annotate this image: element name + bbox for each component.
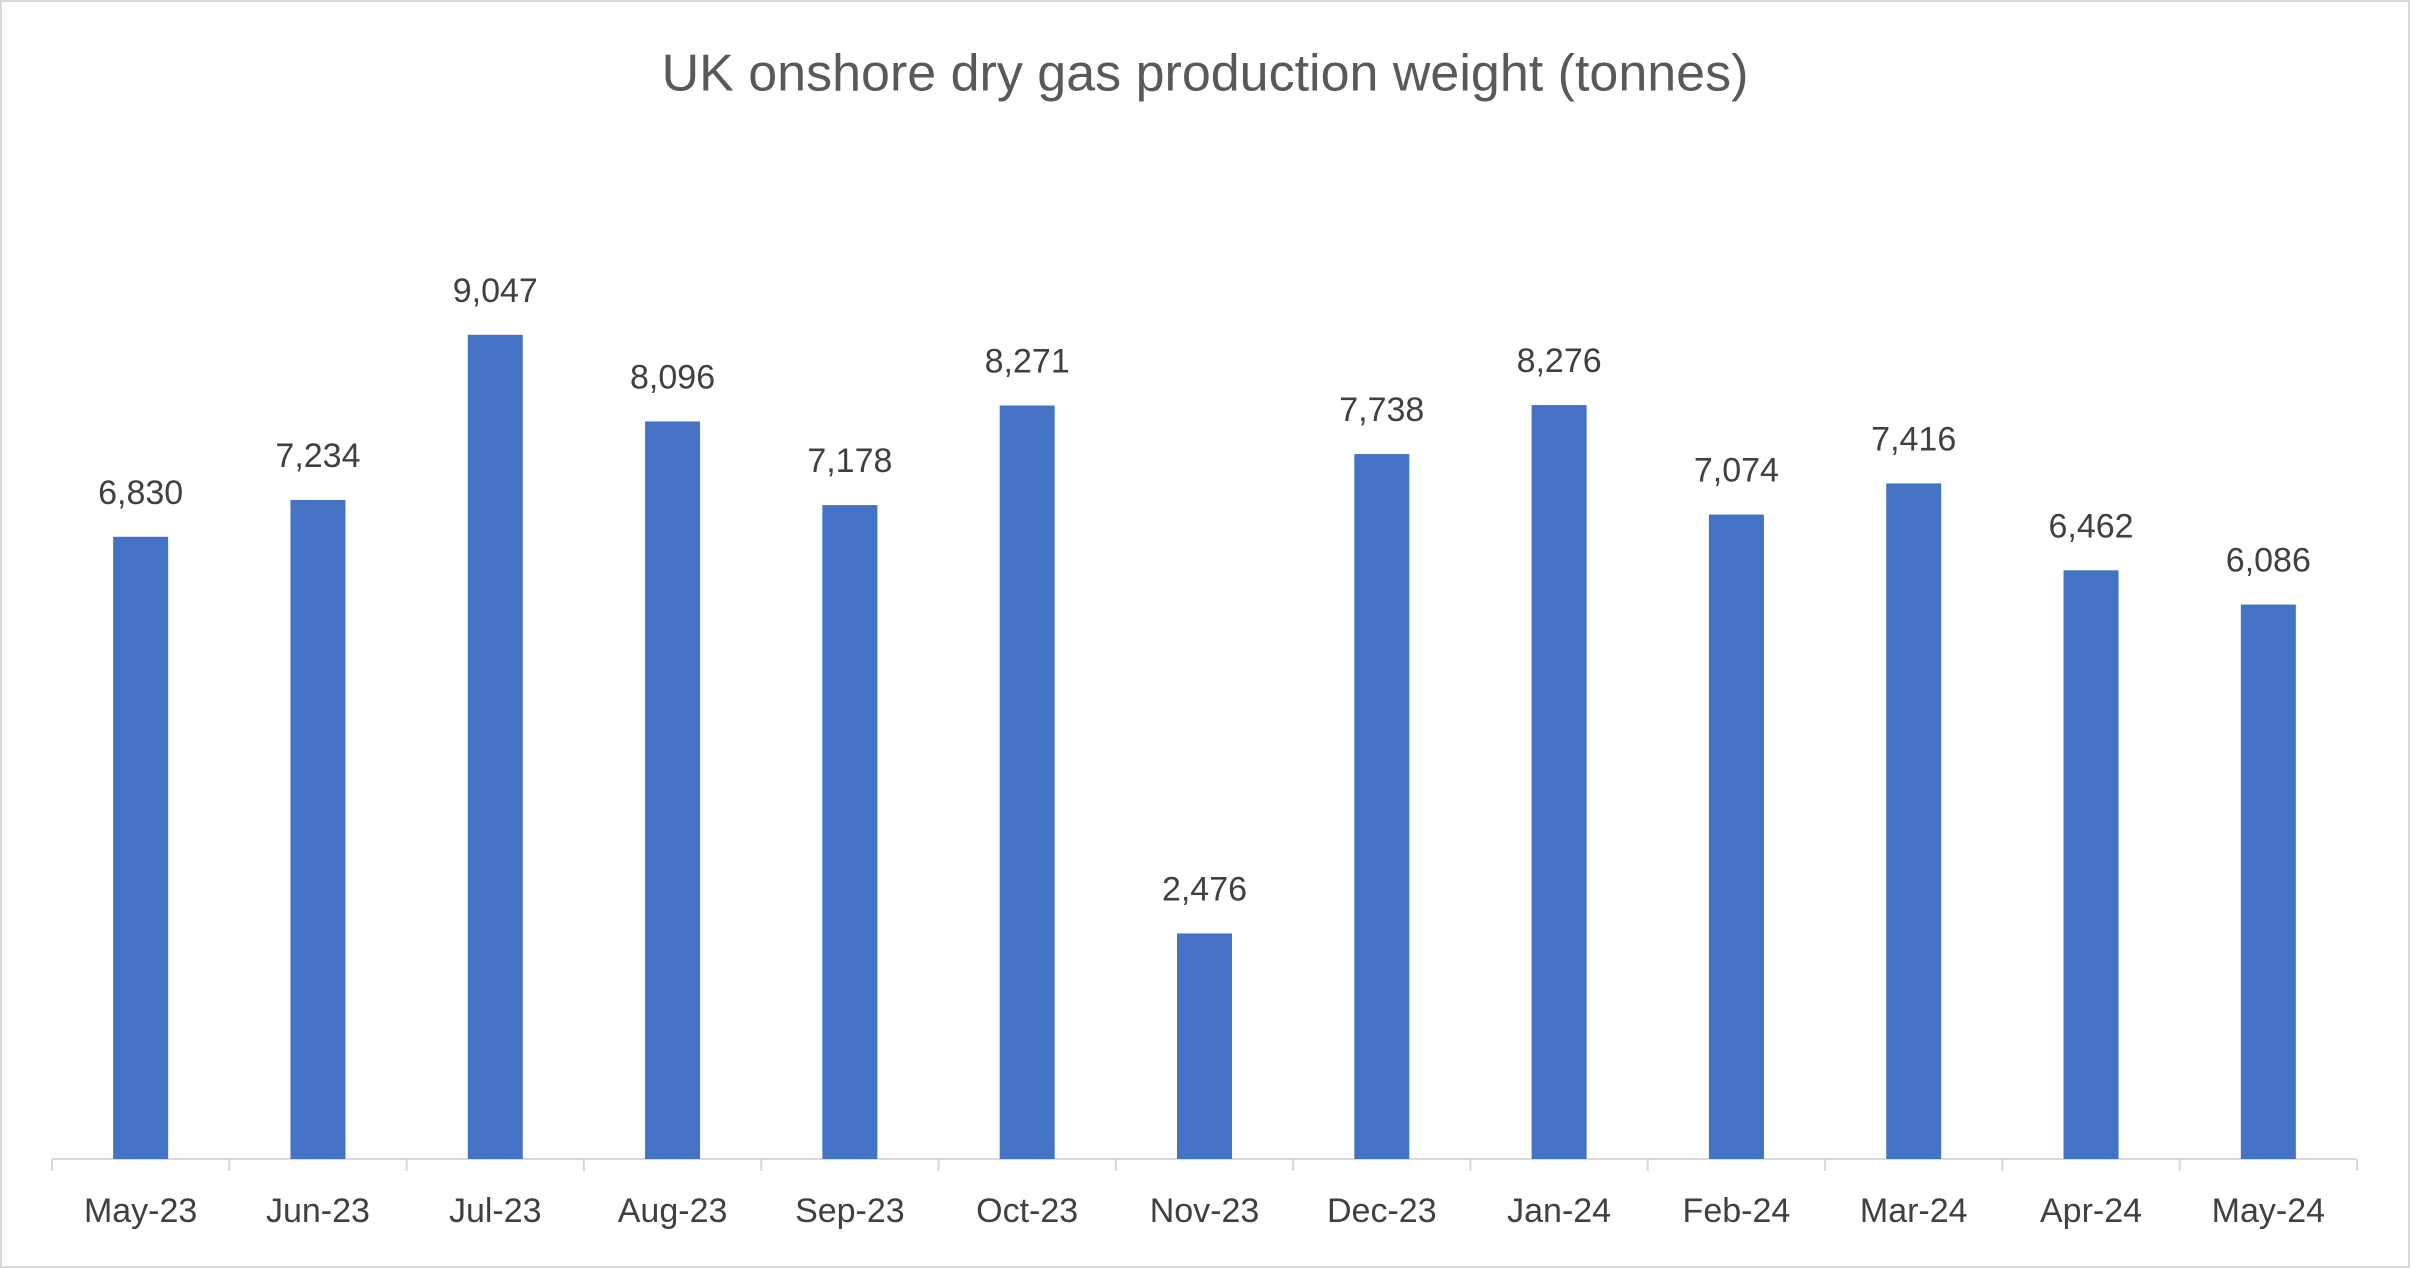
data-label: 8,271 <box>985 342 1070 380</box>
x-tick-label: Sep-23 <box>795 1192 905 1230</box>
x-tick-label: Apr-24 <box>2040 1192 2142 1230</box>
bar <box>467 334 523 1159</box>
x-tick-label: Jul-23 <box>449 1192 542 1230</box>
data-label: 6,462 <box>2048 507 2133 545</box>
data-label: 9,047 <box>453 272 538 310</box>
x-tick-label: Feb-24 <box>1683 1192 1791 1230</box>
data-label: 7,738 <box>1339 391 1424 429</box>
bar <box>1354 454 1410 1159</box>
bar <box>290 499 346 1159</box>
bar <box>822 505 878 1159</box>
x-tick-label: Mar-24 <box>1860 1192 1968 1230</box>
x-tick-label: May-23 <box>84 1192 197 1230</box>
data-label: 7,234 <box>275 437 360 475</box>
data-label: 7,074 <box>1694 452 1779 490</box>
bar <box>999 405 1055 1159</box>
data-label: 6,830 <box>98 474 183 512</box>
x-tick-label: Jun-23 <box>266 1192 370 1230</box>
bar <box>1886 483 1942 1159</box>
x-tick-label: May-24 <box>2212 1192 2325 1230</box>
x-tick-label: Nov-23 <box>1150 1192 1260 1230</box>
data-label: 6,086 <box>2226 542 2311 580</box>
bar <box>2063 570 2119 1159</box>
bar <box>2240 604 2296 1159</box>
data-label: 2,476 <box>1162 870 1247 908</box>
x-tick-label: Aug-23 <box>618 1192 728 1230</box>
data-label: 8,096 <box>630 358 715 396</box>
x-tick-label: Oct-23 <box>976 1192 1078 1230</box>
data-label: 7,178 <box>807 442 892 480</box>
bar <box>113 536 169 1159</box>
data-label: 8,276 <box>1517 342 1602 380</box>
x-tick-label: Jan-24 <box>1507 1192 1611 1230</box>
data-label: 7,416 <box>1871 420 1956 458</box>
bar <box>1531 405 1587 1159</box>
bar <box>645 421 701 1159</box>
chart-title: UK onshore dry gas production weight (to… <box>662 45 1749 103</box>
bar <box>1708 514 1764 1159</box>
bar <box>1177 933 1232 1159</box>
x-tick-label: Dec-23 <box>1327 1192 1437 1230</box>
